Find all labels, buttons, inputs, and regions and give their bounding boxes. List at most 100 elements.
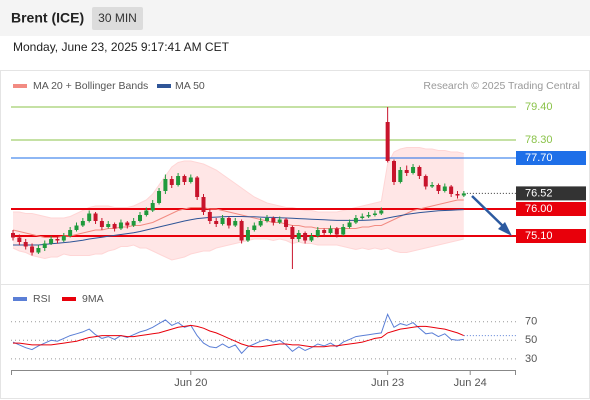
candle-body	[138, 215, 142, 221]
candle-body	[93, 213, 98, 221]
candle-body	[233, 221, 238, 226]
line	[12, 312, 464, 355]
level-label: 78.30	[525, 134, 553, 146]
level-label: 76.00	[525, 203, 553, 215]
candle-body	[17, 237, 22, 242]
candle-body	[176, 176, 181, 185]
candle-body	[99, 221, 104, 227]
candle-body	[411, 167, 416, 173]
forecast-arrow	[471, 195, 507, 230]
candle-body	[398, 170, 403, 182]
y-tick-label: 30	[525, 353, 537, 365]
candle-body	[328, 228, 333, 233]
candle-body	[36, 248, 41, 253]
candle-body	[252, 225, 257, 230]
legend-swatch	[62, 297, 76, 301]
legend-label: MA 50	[175, 80, 205, 92]
candle-body	[277, 219, 282, 223]
candle-body	[284, 219, 289, 227]
candle-body	[379, 210, 384, 214]
x-tick-label: Jun 23	[371, 377, 404, 389]
candle-body	[112, 224, 117, 229]
candle-body	[150, 203, 155, 211]
legend-label: 9MA	[82, 293, 104, 305]
candle-body	[68, 230, 73, 236]
instrument-title: Brent (ICE)	[11, 10, 84, 26]
timestamp: Monday, June 23, 2025 9:17:41 AM CET	[13, 40, 230, 54]
candle-body	[258, 221, 263, 226]
interval: 30 MIN	[98, 11, 137, 25]
candle-body	[271, 218, 276, 223]
last-price-label: 76.52	[525, 187, 553, 199]
level-box	[516, 229, 586, 243]
candle-body	[23, 242, 28, 247]
legend-swatch	[157, 84, 171, 88]
candle-body	[182, 176, 187, 182]
candle-body	[188, 177, 193, 182]
candle-body	[417, 167, 422, 176]
legend-label: RSI	[33, 293, 51, 305]
candle-body	[449, 186, 454, 194]
candle-body	[366, 215, 371, 217]
candle-body	[131, 221, 136, 226]
bollinger-band	[13, 147, 464, 260]
header-bar	[0, 0, 590, 36]
candle-body	[42, 243, 47, 248]
candle-body	[55, 239, 60, 241]
credit: Research © 2025 Trading Central	[423, 80, 580, 92]
candle-body	[195, 177, 200, 197]
level-box	[516, 151, 586, 165]
candle-body	[322, 230, 327, 233]
candle-body	[49, 239, 54, 244]
candle-body	[163, 179, 168, 191]
legend-swatch	[13, 84, 27, 88]
candle-body	[11, 233, 15, 238]
candle-body	[80, 221, 85, 226]
candle-body	[334, 228, 339, 235]
candle-body	[245, 230, 250, 241]
y-tick-label: 70	[525, 316, 537, 328]
candle-body	[430, 185, 435, 187]
candle-body	[201, 197, 206, 212]
candle-body	[315, 230, 320, 236]
candle-body	[144, 210, 149, 215]
candle-body	[461, 193, 466, 196]
candle-body	[392, 161, 396, 182]
candle-body	[296, 233, 301, 239]
candle-body	[214, 221, 219, 224]
forecast-arrowhead	[498, 222, 512, 236]
candle-body	[347, 222, 352, 227]
candle-body	[309, 236, 314, 241]
interval-badge	[92, 7, 143, 30]
candle-body	[74, 225, 79, 230]
candle-body	[341, 227, 346, 235]
x-tick-label: Jun 20	[174, 377, 207, 389]
candle-body	[290, 227, 295, 239]
candle-body	[360, 216, 365, 218]
candle-body	[157, 191, 162, 203]
bollinger-lower	[12, 238, 464, 261]
candle-body	[423, 176, 428, 187]
candle-body	[239, 221, 244, 241]
line	[12, 199, 464, 238]
y-tick-label: 50	[525, 334, 537, 346]
line	[13, 209, 464, 246]
legend-swatch	[13, 297, 27, 301]
candle-body	[265, 218, 269, 221]
candle-body	[207, 212, 212, 221]
legend-label: MA 20 + Bollinger Bands	[33, 80, 148, 92]
candle-body	[220, 218, 225, 224]
candle-body	[61, 236, 66, 241]
last-price-box	[516, 186, 586, 201]
candle-body	[442, 186, 447, 191]
candle-body	[455, 194, 460, 196]
candle-body	[169, 179, 174, 185]
x-tick-label: Jun 24	[454, 377, 487, 389]
candle-body	[353, 218, 358, 223]
candle-body	[404, 170, 409, 173]
candle-body	[30, 246, 35, 253]
level-box	[516, 202, 586, 216]
candle-body	[385, 122, 390, 161]
